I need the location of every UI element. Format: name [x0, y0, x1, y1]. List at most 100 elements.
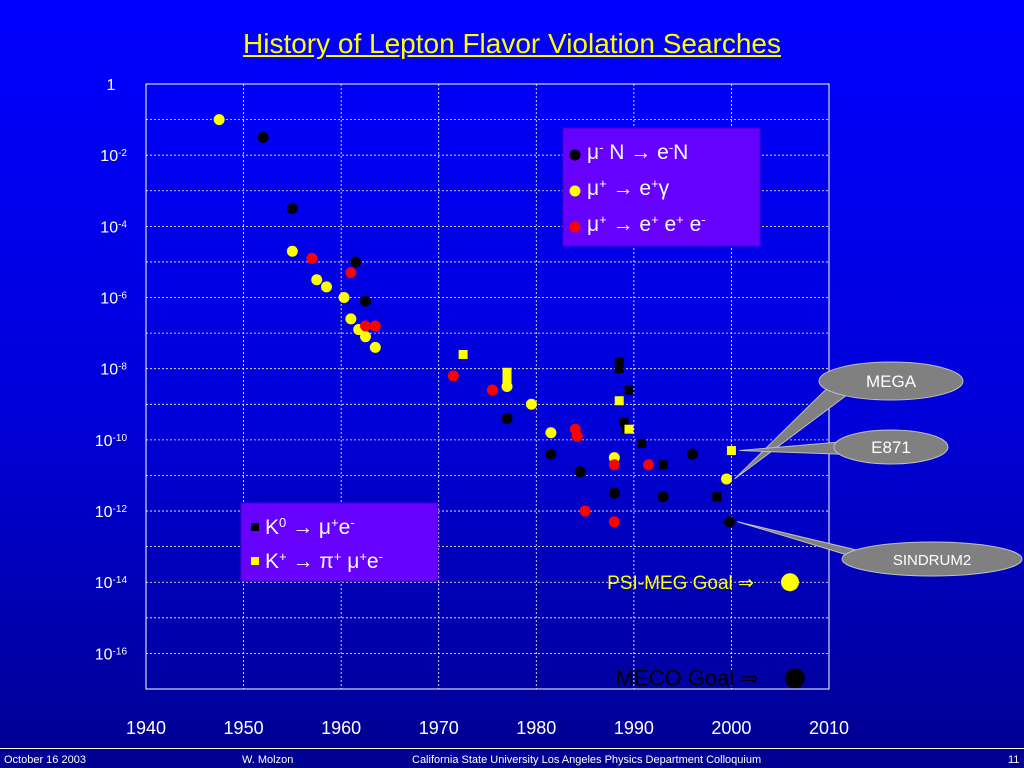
legend-marker [251, 523, 259, 531]
data-point-circle [345, 313, 357, 325]
data-point-circle [311, 274, 323, 286]
series-0 [257, 131, 735, 528]
y-tick-label: 10-2 [100, 148, 127, 166]
data-point-circle [545, 448, 557, 460]
legend-kaon: K0 → μ+e- K+ → π+ μ+e- [240, 502, 439, 582]
data-point-square [614, 396, 624, 406]
data-point-circle [286, 245, 298, 257]
legend-label: K+ → π+ μ+e- [265, 549, 383, 574]
series-2 [306, 252, 654, 528]
data-point-square [624, 385, 634, 395]
y-tick-label: 10-8 [100, 361, 127, 379]
y-tick-label: 10-12 [95, 504, 128, 522]
data-point-circle [545, 427, 557, 439]
data-point-circle [257, 131, 269, 143]
y-tick-label: 10-4 [100, 219, 127, 237]
data-point-square [712, 492, 722, 502]
x-tick-label: 1970 [419, 718, 459, 738]
callout-sindrum2: SINDRUM2 [737, 521, 1023, 577]
data-point-square [502, 374, 512, 384]
grid-layer [146, 84, 829, 689]
data-point-circle [306, 252, 318, 264]
callout-balloon [841, 541, 1023, 577]
data-point-square [614, 357, 624, 367]
data-point-square [458, 349, 468, 359]
goal-marker [784, 668, 805, 689]
data-point-square [637, 438, 647, 448]
data-point-circle [657, 491, 669, 503]
x-tick-label: 2010 [809, 718, 849, 738]
x-tick-label: 1950 [224, 718, 264, 738]
data-point-circle [686, 448, 698, 460]
x-tick-labels: 1940 1950 1960 1970 1980 1990 2000 2010 [126, 718, 849, 738]
data-point-circle [213, 114, 225, 126]
data-point-square [624, 424, 634, 434]
data-point-circle [642, 459, 654, 471]
y-tick-label: 10-6 [100, 290, 127, 308]
x-tick-label: 1960 [321, 718, 361, 738]
psi-meg-goal: PSI-MEG Goal ⇒ [607, 573, 799, 594]
series-4 [458, 349, 736, 456]
data-point-circle [345, 267, 357, 279]
data-points [213, 114, 736, 528]
callout-layer: MEGA E871 SINDRUM2 [734, 361, 1023, 577]
data-point-square [614, 364, 624, 374]
legend-label: μ+ → e+γ [587, 176, 670, 201]
data-point-circle [723, 516, 735, 528]
callout-label: E871 [871, 438, 911, 457]
goal-label: PSI-MEG Goal ⇒ [607, 573, 754, 594]
callout-balloon [833, 429, 949, 465]
footer-page-number: 11 [1008, 754, 1020, 766]
callout-label: MEGA [866, 372, 917, 391]
legend-marker [569, 149, 581, 161]
legend-box [240, 502, 439, 582]
footer-date: October 16 2003 [4, 754, 86, 766]
callout-mega: MEGA [734, 361, 964, 480]
legend-box [562, 127, 761, 247]
chart-title: History of Lepton Flavor Violation Searc… [243, 28, 781, 59]
legend-marker [569, 185, 581, 197]
legend-label: μ- N → e-N [587, 140, 688, 165]
lfv-scatter-chart: 1940 1950 1960 1970 1980 1990 2000 2010 1 10-2 10… [95, 77, 1023, 738]
footer-author: W. Molzon [242, 754, 294, 766]
legend-marker [251, 557, 259, 565]
y-tick-label: 1 [107, 77, 116, 94]
legend-marker [569, 221, 581, 233]
data-point-circle [360, 320, 372, 332]
footer-divider [0, 748, 1024, 749]
goal-marker [780, 573, 799, 592]
callout-label: SINDRUM2 [893, 552, 971, 569]
callout-balloon [818, 361, 964, 401]
data-point-circle [286, 203, 298, 215]
data-point-circle [525, 398, 537, 410]
y-tick-label: 10-14 [95, 575, 128, 593]
data-point-square [658, 460, 668, 470]
footer-venue: California State University Los Angeles … [412, 754, 762, 766]
data-point-circle [350, 256, 362, 268]
legend-muon: μ- N → e-N μ+ → e+γ μ+ → e+ e+ e- [562, 127, 761, 247]
data-point-circle [608, 516, 620, 528]
y-tick-label: 10-16 [95, 646, 128, 664]
legend-label: K0 → μ+e- [265, 515, 355, 540]
data-point-square [502, 367, 512, 377]
data-point-circle [369, 320, 381, 332]
data-point-circle [608, 487, 620, 499]
callout-e871: E871 [739, 429, 949, 465]
y-tick-labels: 1 10-2 10-4 10-6 10-8 10-10 10-12 10-14 10-16 [95, 77, 128, 663]
data-point-square [619, 417, 629, 427]
data-point-circle [360, 295, 372, 307]
data-point-circle [608, 459, 620, 471]
data-point-circle [501, 413, 513, 425]
data-point-circle [571, 430, 583, 442]
x-tick-label: 1990 [614, 718, 654, 738]
data-point-circle [338, 292, 350, 304]
data-point-circle [321, 281, 333, 293]
data-point-circle [486, 384, 498, 396]
x-tick-label: 1980 [516, 718, 556, 738]
goal-annotations: PSI-MEG Goal ⇒ MECO Goal ⇒ [607, 573, 805, 690]
data-point-circle [579, 505, 591, 517]
data-point-circle [360, 331, 372, 343]
legend-label: μ+ → e+ e+ e- [587, 212, 706, 237]
x-tick-label: 2000 [711, 718, 751, 738]
goal-label: MECO Goal ⇒ [616, 665, 759, 690]
